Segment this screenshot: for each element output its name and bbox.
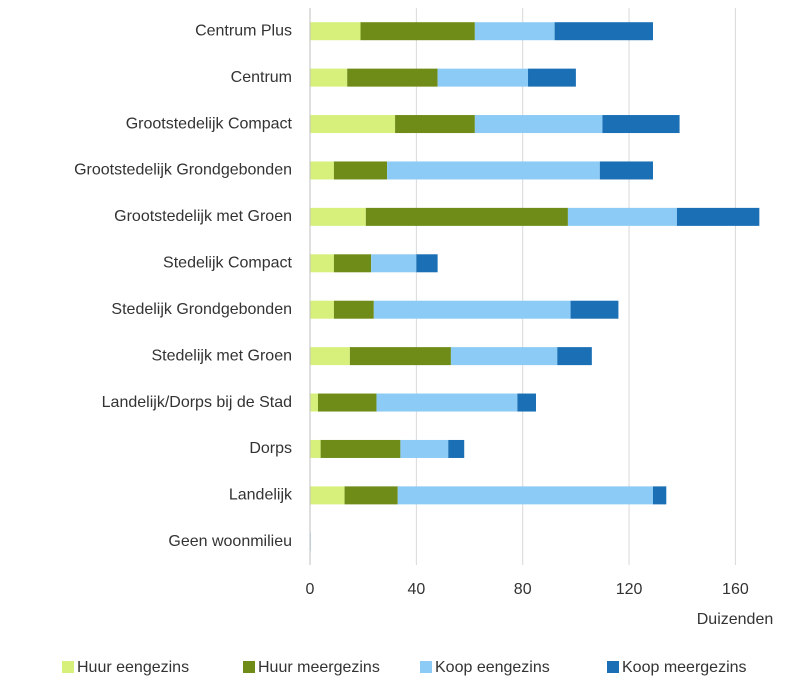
bar-segment — [310, 207, 366, 226]
x-tick-label: 0 — [306, 581, 315, 598]
bar-segment — [554, 22, 653, 41]
legend-swatch — [607, 661, 619, 673]
bar-segment — [376, 393, 518, 412]
bar-segment — [310, 115, 396, 134]
y-tick-label: Grootstedelijk met Groen — [114, 208, 292, 225]
bar-segment — [371, 254, 417, 273]
y-tick-label: Stedelijk met Groen — [151, 347, 292, 364]
legend-swatch — [62, 661, 74, 673]
bar-segment — [557, 347, 592, 366]
bar-segment — [344, 486, 398, 505]
bar-segment — [310, 439, 321, 458]
bar-segment — [448, 439, 465, 458]
y-tick-label: Stedelijk Grondgebonden — [111, 301, 292, 318]
legend-label: Koop eengezins — [435, 659, 550, 676]
bar-segment — [360, 22, 475, 41]
bar-segment — [347, 68, 438, 87]
bar-segment — [333, 300, 374, 319]
y-tick-label: Centrum — [231, 69, 292, 86]
legend-swatch — [243, 661, 255, 673]
bar-segment — [320, 439, 401, 458]
bar-segment — [333, 254, 372, 273]
bar-segment — [474, 22, 555, 41]
x-axis-label: Duizenden — [697, 611, 774, 628]
bar-segment — [310, 347, 350, 366]
bar-segment — [652, 486, 667, 505]
x-tick-label: 40 — [407, 581, 425, 598]
bar-segment — [602, 115, 680, 134]
bar-segment — [310, 254, 334, 273]
y-tick-label: Geen woonmilieu — [168, 533, 292, 550]
x-tick-label: 80 — [514, 581, 532, 598]
bar-segment — [317, 393, 377, 412]
bar-segment — [397, 486, 653, 505]
bar-segment — [387, 161, 600, 180]
bar-segment — [310, 300, 334, 319]
legend-label: Huur eengezins — [77, 659, 189, 676]
bar-segment — [310, 68, 348, 87]
y-tick-label: Dorps — [249, 440, 292, 457]
bar-segment — [599, 161, 653, 180]
legend-label: Koop meergezins — [622, 659, 747, 676]
bar-segment — [450, 347, 558, 366]
bar-segment — [310, 486, 345, 505]
x-tick-label: 120 — [616, 581, 643, 598]
y-tick-label: Centrum Plus — [195, 22, 292, 39]
bar-segment — [474, 115, 603, 134]
bar-segment — [373, 300, 571, 319]
bar-segment — [437, 68, 529, 87]
y-tick-label: Stedelijk Compact — [163, 255, 293, 272]
bar-segment — [349, 347, 451, 366]
bar-segment — [400, 439, 449, 458]
legend-label: Huur meergezins — [258, 659, 380, 676]
x-tick-label: 160 — [722, 581, 749, 598]
bar-segment — [676, 207, 760, 226]
y-tick-label: Grootstedelijk Compact — [126, 115, 293, 132]
bar-segment — [567, 207, 677, 226]
bar-segment — [517, 393, 536, 412]
legend-swatch — [420, 661, 432, 673]
bar-segment — [528, 68, 576, 87]
bar-segment — [310, 161, 334, 180]
bar-segment — [416, 254, 438, 273]
y-tick-label: Grootstedelijk Grondgebonden — [74, 162, 292, 179]
bar-segment — [333, 161, 388, 180]
y-tick-label: Landelijk/Dorps bij de Stad — [102, 394, 292, 411]
y-tick-label: Landelijk — [229, 487, 293, 504]
bar-segment — [310, 22, 361, 41]
bar-segment — [365, 207, 568, 226]
bar-segment — [570, 300, 619, 319]
bar-segment — [395, 115, 475, 134]
bar-segment — [310, 393, 318, 412]
